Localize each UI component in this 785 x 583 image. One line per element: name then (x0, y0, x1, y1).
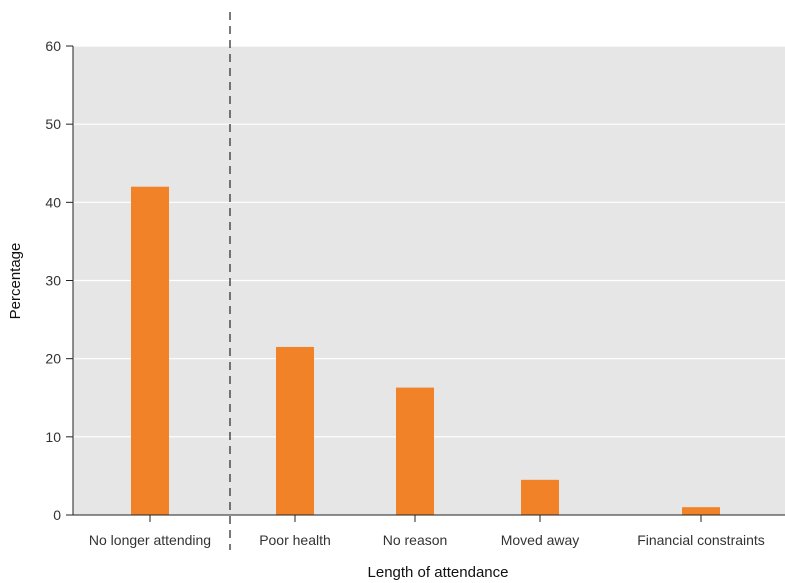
bar (131, 186, 169, 515)
y-tick-label: 0 (53, 507, 61, 523)
y-tick-label: 60 (45, 38, 61, 54)
y-tick-labels: 0 10 20 30 40 50 60 (45, 38, 61, 523)
x-axis-title: Length of attendance (368, 564, 509, 581)
y-tick-label: 10 (45, 429, 61, 445)
y-axis-title: Percentage (7, 243, 24, 320)
y-tick-label: 50 (45, 116, 61, 132)
axes (66, 45, 785, 522)
x-tick-label: No longer attending (89, 532, 211, 548)
gridlines (73, 45, 785, 438)
bars (131, 186, 720, 515)
bar (521, 479, 559, 515)
x-tick-labels: No longer attending Poor health No reason M… (89, 532, 765, 548)
bar (276, 346, 314, 515)
x-tick-label: Poor health (259, 532, 331, 548)
x-tick-label: Financial constraints (637, 532, 765, 548)
bar (396, 387, 434, 515)
y-tick-label: 30 (45, 273, 61, 289)
y-tick-label: 20 (45, 351, 61, 367)
x-tick-label: No reason (383, 532, 448, 548)
bar (682, 507, 720, 515)
x-tick-label: Moved away (501, 532, 580, 548)
y-tick-label: 40 (45, 194, 61, 210)
